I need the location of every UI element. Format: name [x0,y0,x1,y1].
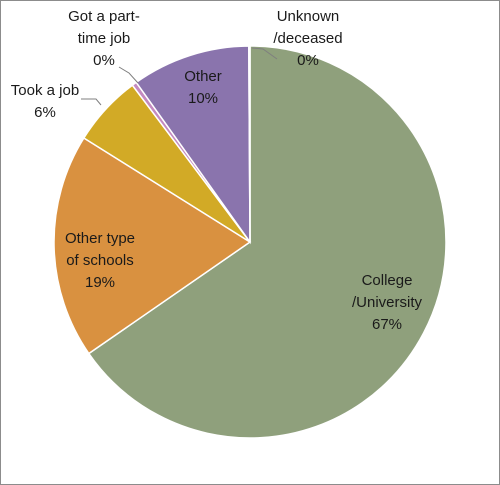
slice-label-other-schools-line2: of schools [66,252,134,269]
leader-line-took-a-job [81,98,102,106]
slice-label-part-time-line1: Got a part- [68,8,140,25]
pie-slice-unknown-deceased [248,45,251,243]
pie-slice-college-university [87,45,447,439]
pie-slice-other [135,45,251,245]
slice-value-other: 10% [188,90,218,107]
slice-value-unknown: 0% [297,52,319,69]
leader-lines [81,47,278,106]
slice-value-took-a-job: 6% [34,104,56,121]
leader-line-part-time [118,66,139,84]
pie-slice-other-type-of-schools [53,136,252,355]
slice-label-college-line1: College [362,272,413,289]
slice-label-unknown-line1: Unknown [277,8,340,25]
slice-value-college: 67% [372,316,402,333]
slice-label-unknown-line2: /deceased [273,30,342,47]
slice-value-other-schools: 19% [85,274,115,291]
slice-value-part-time: 0% [93,52,115,69]
slice-label-part-time-line2: time job [78,30,131,47]
slice-label-other: Other [184,68,222,85]
slice-label-other-schools-line1: Other type [65,230,135,247]
slice-label-took-a-job: Took a job [11,82,79,99]
slice-labels: College /University 67% Other type of sc… [11,8,423,333]
pie-slices [53,45,447,439]
slice-label-college-line2: /University [352,294,423,311]
leader-line-unknown [251,47,278,60]
